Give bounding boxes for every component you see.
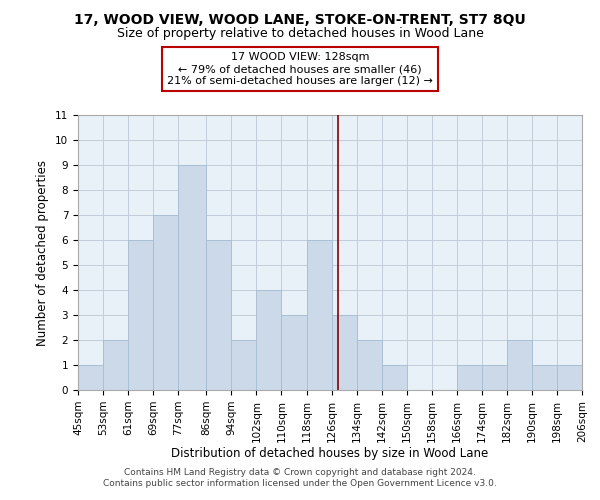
Bar [78, 365, 103, 390]
Bar [256, 290, 281, 390]
Bar [356, 340, 382, 390]
Text: Size of property relative to detached houses in Wood Lane: Size of property relative to detached ho… [116, 28, 484, 40]
Bar [557, 365, 582, 390]
X-axis label: Distribution of detached houses by size in Wood Lane: Distribution of detached houses by size … [172, 448, 488, 460]
Bar [281, 315, 307, 390]
Bar [332, 315, 356, 390]
Text: Contains HM Land Registry data © Crown copyright and database right 2024.
Contai: Contains HM Land Registry data © Crown c… [103, 468, 497, 487]
Bar [128, 240, 153, 390]
Bar [178, 165, 206, 390]
Bar [232, 340, 256, 390]
Text: 17 WOOD VIEW: 128sqm
← 79% of detached houses are smaller (46)
21% of semi-detac: 17 WOOD VIEW: 128sqm ← 79% of detached h… [167, 52, 433, 86]
Bar [382, 365, 407, 390]
Bar [307, 240, 332, 390]
Text: 17, WOOD VIEW, WOOD LANE, STOKE-ON-TRENT, ST7 8QU: 17, WOOD VIEW, WOOD LANE, STOKE-ON-TRENT… [74, 12, 526, 26]
Bar [153, 215, 178, 390]
Bar [532, 365, 557, 390]
Y-axis label: Number of detached properties: Number of detached properties [37, 160, 49, 346]
Bar [457, 365, 482, 390]
Bar [103, 340, 128, 390]
Bar [507, 340, 532, 390]
Bar [206, 240, 232, 390]
Bar [482, 365, 507, 390]
